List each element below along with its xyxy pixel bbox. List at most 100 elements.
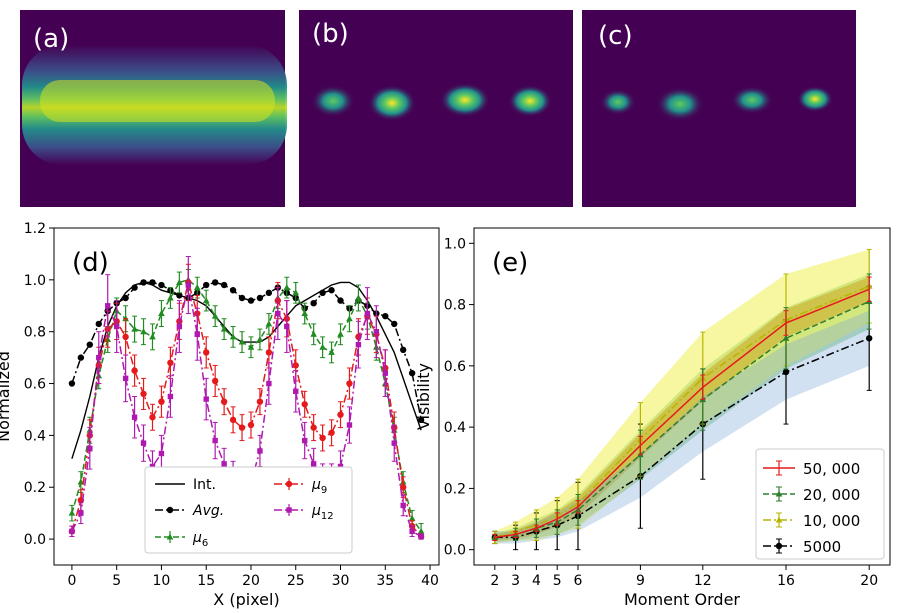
legend-marker: [166, 506, 174, 514]
legend-box: [755, 448, 885, 560]
x-tick-label: 20: [242, 573, 260, 589]
point-mu12: [221, 461, 227, 467]
legend-marker: [775, 516, 783, 523]
point-mu12: [194, 331, 200, 337]
point-avg: [319, 289, 326, 297]
point-mu6: [301, 310, 308, 317]
point-mu9: [328, 429, 335, 436]
point-avg: [328, 287, 335, 294]
plot-frame: [473, 227, 891, 566]
point-mu9: [167, 359, 174, 366]
point-mu12: [391, 440, 397, 446]
x-tick-label: 25: [287, 573, 305, 589]
x-tick-label: 35: [376, 573, 394, 589]
point-avg: [247, 297, 255, 304]
point-mu12: [131, 414, 138, 420]
legend-label: 10, 000: [803, 512, 860, 530]
point-mu12: [96, 354, 102, 361]
y-tick-label: 1.0: [24, 273, 46, 289]
point-mu6: [140, 328, 147, 335]
legend-entry-int: Int.: [155, 477, 216, 493]
point-mu9: [292, 362, 299, 369]
legend-label: 50, 000: [803, 460, 860, 478]
legend-box: [144, 466, 353, 554]
point-mu6: [283, 284, 291, 291]
point-avg: [417, 416, 425, 424]
point-mu12: [69, 528, 75, 534]
point-mu12: [284, 323, 290, 330]
series-avg: [68, 279, 425, 424]
point-s5000: [782, 368, 790, 376]
point-mu6: [310, 330, 317, 337]
x-tick-label: 9: [636, 573, 645, 589]
point-mu12: [400, 502, 406, 509]
legend-label: Int.: [193, 477, 216, 493]
point-mu9: [337, 411, 344, 418]
point-mu12: [87, 445, 93, 452]
legend-entry-avg: Avg.: [155, 503, 224, 519]
point-mu9: [211, 377, 219, 385]
point-mu6: [167, 294, 174, 301]
point-mu9: [310, 424, 317, 431]
point-mu12: [212, 437, 218, 444]
legend-entry-s10000: 10, 000: [763, 512, 860, 530]
y-tick-label: 1.0: [444, 236, 466, 252]
point-mu9: [238, 424, 246, 431]
x-tick-label: 2: [490, 573, 499, 589]
point-mu12: [355, 341, 362, 348]
y-tick-label: 0.6: [24, 377, 46, 393]
line-avg: [71, 281, 422, 420]
point-mu9: [140, 390, 147, 398]
point-mu12: [382, 370, 388, 376]
line-mu12: [71, 284, 422, 538]
point-mu6: [247, 343, 255, 350]
x-tick-label: 5: [112, 573, 121, 589]
y-tick-label: 0.4: [444, 420, 466, 436]
point-mu6: [265, 320, 273, 327]
point-s5000: [866, 335, 873, 342]
point-avg: [158, 281, 165, 289]
y-tick-label: 0.8: [444, 298, 466, 314]
point-avg: [122, 294, 129, 302]
x-tick-label: 4: [532, 573, 541, 589]
point-avg: [399, 346, 407, 354]
plot-frame: [53, 227, 440, 566]
point-avg: [382, 312, 389, 320]
point-mu12: [122, 375, 129, 382]
y-tick-label: 0.4: [24, 428, 46, 444]
point-mu12: [105, 303, 111, 309]
point-mu9: [203, 349, 210, 356]
point-avg: [86, 341, 94, 348]
legend-marker: [775, 542, 783, 550]
point-avg: [176, 292, 183, 299]
point-avg: [238, 294, 246, 302]
point-avg: [131, 284, 138, 291]
y-tick-label: 0.0: [444, 543, 466, 559]
x-tick-label: 16: [777, 573, 795, 589]
point-avg: [265, 289, 273, 297]
point-mu9: [158, 398, 165, 405]
chart-d: 0 5 10 15 20 25 30 35 40 0.0 0.2 0.4 0.6 0.8 1.0 1.2 X (…: [0, 221, 440, 609]
point-mu9: [247, 421, 255, 429]
legend-e: 50, 000 20, 000 10, 000 5000: [755, 448, 885, 560]
x-axis-label: X (pixel): [213, 590, 279, 609]
y-tick-label: 0.2: [444, 481, 466, 497]
point-mu6: [355, 294, 362, 301]
y-tick-label: 1.2: [24, 221, 46, 237]
point-mu12: [293, 388, 299, 395]
point-mu12: [158, 450, 165, 457]
point-mu6: [256, 335, 264, 342]
x-tick-label: 12: [694, 573, 712, 589]
point-avg: [220, 281, 228, 289]
band-s10000: [494, 249, 870, 544]
legend-marker: [285, 480, 293, 488]
point-mu6: [202, 297, 210, 304]
legend-label: 5000: [803, 538, 841, 556]
point-mu12: [140, 440, 147, 446]
point-mu12: [275, 310, 281, 317]
panel-a-label: (a): [33, 24, 69, 54]
x-tick-label: 40: [421, 573, 439, 589]
point-avg: [203, 281, 210, 289]
